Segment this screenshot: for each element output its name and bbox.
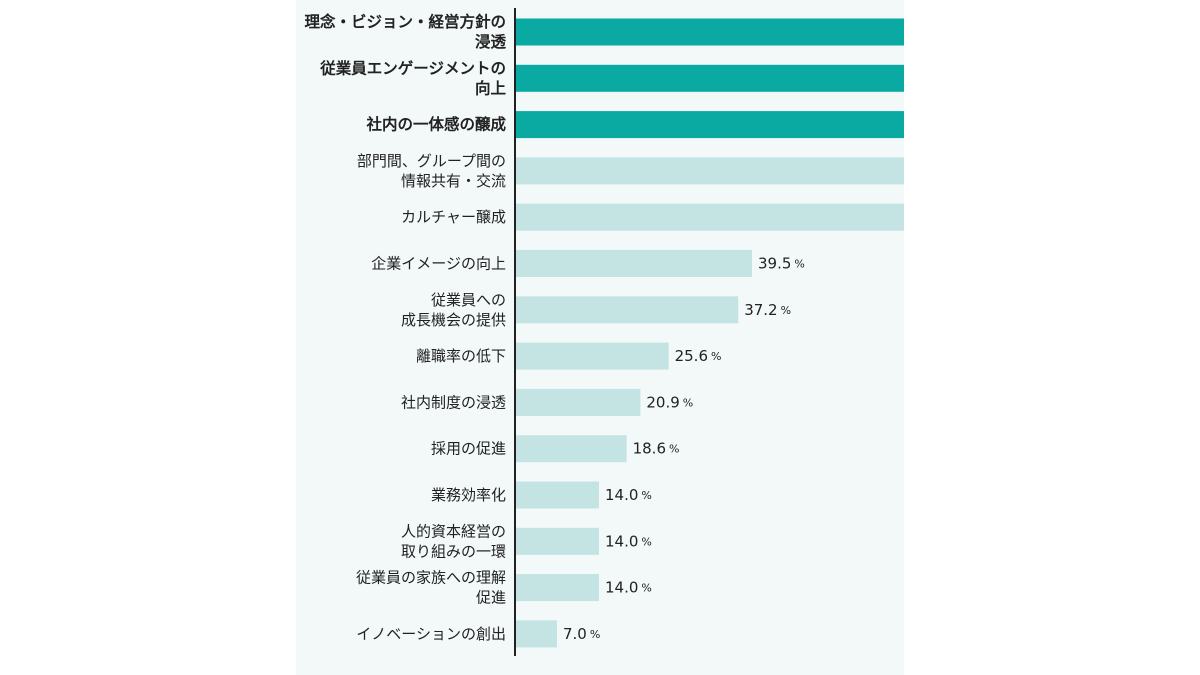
bar-13 xyxy=(515,620,557,648)
value-label-13: 7.0% xyxy=(563,625,600,643)
category-label-0-1: 浸透 xyxy=(475,33,507,51)
category-label-1-0: 従業員エンゲージメントの xyxy=(319,58,506,77)
category-label-6-1: 成長機会の提供 xyxy=(401,311,506,329)
value-label-7: 25.6% xyxy=(675,347,722,365)
category-label-5-0: 企業イメージの向上 xyxy=(371,255,506,273)
bar-8 xyxy=(515,388,641,416)
value-label-10: 14.0% xyxy=(605,486,652,504)
bar-10 xyxy=(515,481,599,509)
category-label-3-0: 部門間、グループ間の xyxy=(357,152,506,170)
category-label-7-0: 離職率の低下 xyxy=(416,347,506,365)
value-label-6: 37.2% xyxy=(744,301,791,319)
value-label-8: 20.9% xyxy=(646,393,693,411)
value-label-5: 39.5% xyxy=(758,255,805,273)
category-label-4-0: カルチャー醸成 xyxy=(401,208,506,226)
bar-1 xyxy=(515,64,904,92)
category-label-8-0: 社内制度の浸透 xyxy=(401,393,506,411)
bar-2 xyxy=(515,111,904,139)
bar-6 xyxy=(515,296,739,324)
category-label-6-0: 従業員への xyxy=(431,291,506,309)
category-label-3-1: 情報共有・交流 xyxy=(401,172,506,190)
bar-chart: 理念・ビジョン・経営方針の浸透88.4%従業員エンゲージメントの向上72.1%社… xyxy=(304,8,904,656)
category-label-9-0: 採用の促進 xyxy=(431,440,506,458)
value-label-9: 18.6% xyxy=(633,440,680,458)
bar-5 xyxy=(515,250,752,277)
category-label-12-0: 従業員の家族への理解 xyxy=(356,569,506,587)
bar-11 xyxy=(515,527,599,555)
bar-3 xyxy=(515,157,904,185)
category-label-12-1: 促進 xyxy=(476,589,506,607)
category-label-11-1: 取り組みの一環 xyxy=(401,542,506,560)
category-label-0-0: 理念・ビジョン・経営方針の xyxy=(304,12,506,31)
category-label-1-1: 向上 xyxy=(475,78,507,97)
category-label-13-0: イノベーションの創出 xyxy=(356,625,506,643)
category-label-11-0: 人的資本経営の xyxy=(401,522,506,540)
category-label-10-0: 業務効率化 xyxy=(431,486,506,504)
category-label-2-0: 社内の一体感の醸成 xyxy=(365,115,506,134)
bar-4 xyxy=(515,203,904,231)
bar-9 xyxy=(515,435,627,463)
bar-0 xyxy=(515,18,904,46)
bar-12 xyxy=(515,574,599,602)
bar-7 xyxy=(515,342,669,370)
value-label-12: 14.0% xyxy=(605,579,652,597)
value-label-11: 14.0% xyxy=(605,532,652,550)
chart-panel: 理念・ビジョン・経営方針の浸透88.4%従業員エンゲージメントの向上72.1%社… xyxy=(296,0,904,675)
